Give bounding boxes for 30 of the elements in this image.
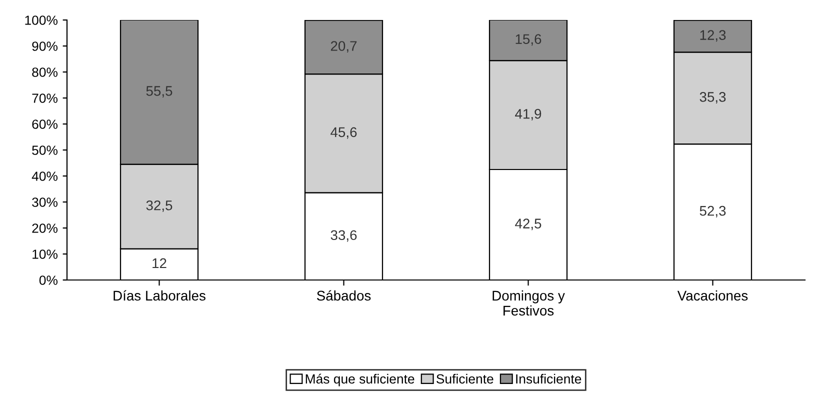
y-tick-label: 10% [32, 250, 58, 259]
data-label: 55,5 [146, 86, 172, 98]
data-label: 33,6 [330, 230, 357, 242]
legend-label: Más que suficiente [306, 374, 414, 386]
y-tick-label: 60% [32, 120, 58, 129]
legend-label: Insuficiente [516, 374, 582, 384]
data-label: 45,6 [330, 127, 357, 139]
data-label: 35,3 [700, 92, 726, 104]
y-tick-label: 100% [25, 16, 58, 25]
data-label: 32,5 [146, 200, 172, 212]
data-label: 12,3 [700, 30, 726, 42]
y-tick-label: 0% [39, 276, 58, 285]
x-tick-label: Domingos y Festivos [492, 290, 565, 316]
y-tick-label: 50% [32, 146, 58, 155]
data-label: 12 [152, 258, 166, 268]
x-tick-label: Sábados [316, 290, 371, 301]
data-label: 15,6 [516, 34, 542, 46]
y-tick-label: 80% [32, 68, 58, 77]
y-tick-label: 90% [32, 42, 58, 51]
data-label: 52,3 [700, 206, 726, 218]
data-label: 42,5 [515, 218, 542, 230]
x-tick-label: Días Laborales [114, 290, 206, 301]
data-label: 41,9 [515, 108, 542, 120]
x-tick-label: Vacaciones [677, 290, 748, 301]
y-tick-label: 70% [32, 94, 58, 103]
y-tick-label: 40% [32, 172, 58, 181]
legend-label: Suficiente [436, 374, 494, 384]
y-tick-label: 30% [32, 198, 58, 207]
data-label: 20,7 [330, 41, 357, 53]
y-tick-label: 20% [32, 224, 58, 233]
